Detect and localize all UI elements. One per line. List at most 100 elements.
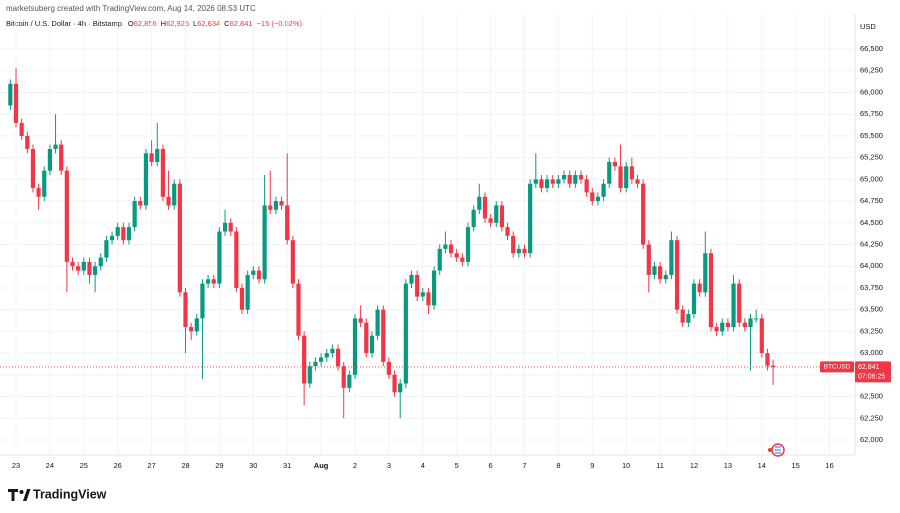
candle-body [200, 283, 205, 319]
candle-body [731, 283, 736, 328]
candle-body [319, 357, 324, 362]
ohlc-value: 62,856 [134, 19, 157, 28]
candle-body [183, 292, 188, 328]
candle-body [494, 205, 499, 223]
candle-body [691, 283, 697, 315]
x-tick-label: 6 [489, 461, 493, 470]
candle-body [708, 253, 714, 328]
ohlc-key: L [193, 19, 197, 28]
candle-body [516, 248, 521, 254]
candle-body [341, 366, 346, 388]
x-tick-label: 31 [283, 461, 291, 470]
candle-body [771, 365, 776, 367]
y-tick-label: 66,000 [860, 87, 883, 96]
candle-body [358, 318, 363, 323]
candle-body [432, 270, 437, 306]
x-tick-label: 26 [114, 461, 122, 470]
candle-body [601, 183, 606, 197]
brand-logo [8, 489, 31, 501]
candle-body [607, 161, 612, 184]
candle-body [522, 248, 527, 254]
x-tick-label: 2 [353, 461, 357, 470]
candle-body [629, 166, 634, 180]
ohlc-key: C [224, 19, 230, 28]
candle-body [87, 261, 92, 275]
candle-body [160, 148, 165, 197]
candle-body [189, 327, 194, 332]
x-tick-label: 3 [387, 461, 391, 470]
candle-body [64, 170, 69, 262]
candle-body [172, 183, 177, 206]
y-tick-label: 64,000 [860, 261, 883, 270]
candle-body [561, 175, 567, 180]
candle-body [290, 240, 295, 284]
candle-body [578, 175, 584, 180]
y-tick-label: 66,500 [860, 44, 883, 53]
candle-body [386, 361, 391, 375]
y-tick-label: 66,250 [860, 66, 883, 75]
candle-body [98, 257, 103, 267]
candle-body [132, 201, 137, 228]
y-tick-label: 64,500 [860, 218, 883, 227]
candle-body [273, 201, 278, 210]
x-tick-label: 25 [80, 461, 88, 470]
candle-body [505, 227, 510, 236]
candle-body [13, 83, 19, 123]
candle-body [697, 283, 702, 293]
candle-body [465, 227, 471, 262]
x-tick-label: 7 [522, 461, 526, 470]
candle-body [19, 122, 24, 136]
x-tick-label: Aug [314, 461, 329, 470]
brand-name: TradingView [33, 487, 107, 501]
candle-body [234, 231, 239, 288]
candle-body [533, 179, 538, 184]
candle-body [454, 253, 459, 258]
x-tick-label: 29 [215, 461, 223, 470]
candle-body [765, 353, 770, 366]
candle-body [437, 248, 442, 271]
candle-body [211, 279, 216, 284]
candle-body [590, 192, 595, 202]
candle-body [392, 374, 397, 393]
candle-body [703, 253, 708, 293]
candle-body [511, 235, 516, 254]
candle-body [251, 270, 256, 275]
candle-body [302, 335, 307, 384]
x-tick-label: 4 [421, 461, 425, 470]
y-tick-label: 63,000 [860, 348, 883, 357]
candle-body [109, 235, 115, 241]
candle-body [155, 148, 160, 162]
candle-body [415, 274, 420, 297]
x-tick-label: 15 [792, 461, 800, 470]
candle-body [228, 222, 233, 232]
candle-body [375, 309, 380, 336]
candle-body [612, 161, 617, 167]
x-tick-label: 8 [556, 461, 560, 470]
y-tick-label: 63,250 [860, 326, 883, 335]
candle-body [398, 383, 403, 393]
candle-body [426, 292, 431, 306]
candle-body [47, 148, 52, 171]
symbol-tag [820, 361, 854, 373]
candle-body [126, 227, 132, 241]
candle-body [624, 166, 629, 189]
ohlc-value: 62,841 [230, 19, 253, 28]
candle-body [115, 227, 120, 236]
symbol-title: Bitcoin / U.S. Dollar · 4h · Bitstamp [6, 19, 122, 28]
candle-body [256, 270, 262, 280]
candle-body [759, 318, 764, 354]
candle-body [573, 175, 578, 184]
candle-body [680, 309, 685, 323]
x-tick-label: 11 [656, 461, 664, 470]
candle-body [143, 153, 149, 206]
candle-body [30, 148, 36, 189]
x-tick-label: 5 [455, 461, 459, 470]
candle-body [403, 283, 408, 384]
candle-body [138, 201, 143, 206]
x-tick-label: 9 [590, 461, 594, 470]
candle-body [25, 135, 30, 149]
candle-body [725, 322, 730, 328]
change: −15 (−0.02%) [257, 19, 303, 28]
x-tick-label: 10 [622, 461, 630, 470]
